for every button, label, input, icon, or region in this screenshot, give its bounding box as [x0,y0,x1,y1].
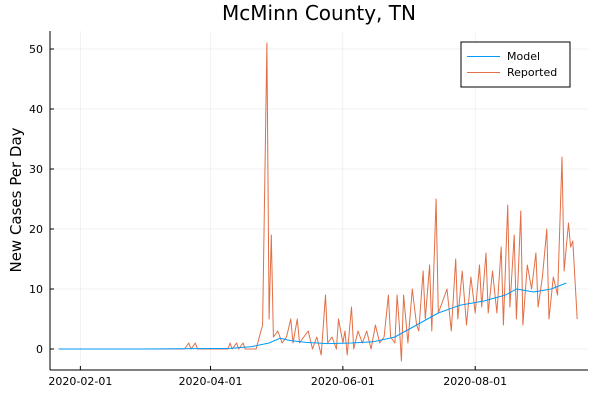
x-tick-label: 2020-06-01 [311,375,375,388]
y-axis-label: New Cases Per Day [7,127,25,272]
legend-label-reported: Reported [507,66,557,79]
legend: Model Reported [460,41,571,88]
y-tick-label: 10 [29,283,43,296]
legend-box [460,41,571,88]
series-layer [58,42,578,362]
y-tick-label: 50 [29,43,43,56]
x-tick-label: 2020-08-01 [443,375,507,388]
y-tick-label: 0 [36,343,43,356]
y-tick-label: 40 [29,103,43,116]
x-axis-ticks: 2020-02-01 2020-04-01 2020-06-01 2020-08-01 [48,366,507,388]
y-tick-label: 20 [29,223,43,236]
series-line-model [58,282,567,350]
x-tick-label: 2020-04-01 [179,375,243,388]
x-tick-label: 2020-02-01 [48,375,112,388]
y-tick-label: 30 [29,163,43,176]
chart-title: McMinn County, TN [222,1,416,25]
legend-label-model: Model [507,50,540,63]
y-axis-ticks: 0 10 20 30 40 50 [29,43,54,356]
series-line-reported [58,42,578,362]
